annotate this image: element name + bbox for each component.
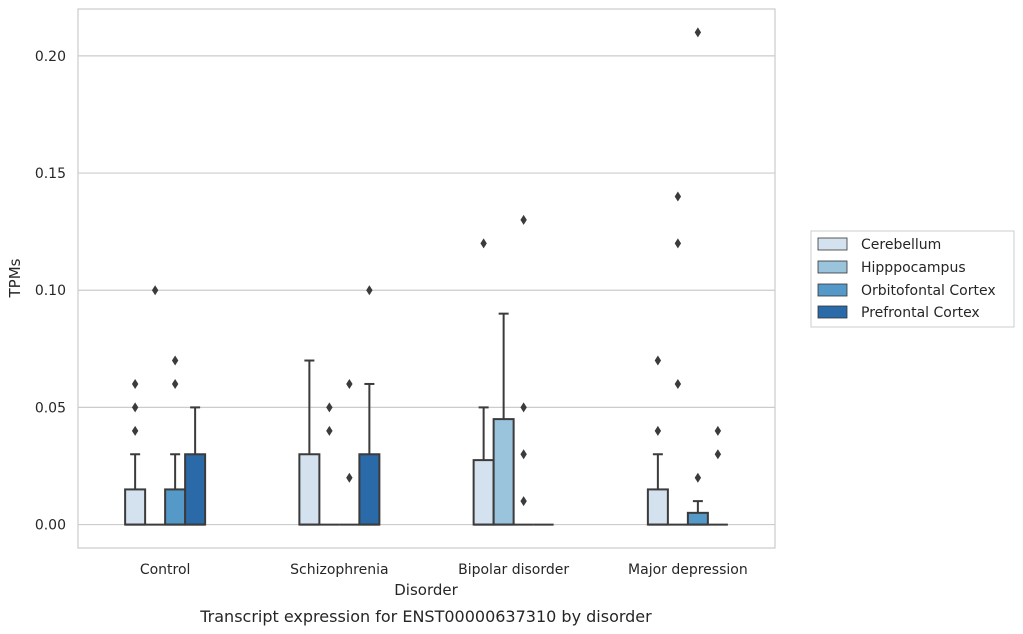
outlier-point [131,425,139,436]
outlier-point [674,378,682,389]
box-group [667,191,688,526]
x-tick-label: Bipolar disorder [458,562,569,578]
outlier-point [131,378,139,389]
boxes-layer [124,27,728,526]
box-group [164,355,187,526]
legend: Cerebellum Hipppocampus Orbitofontal Cor… [810,230,1015,328]
x-axis: Control Schizophrenia Bipolar disorder Majo… [140,562,748,578]
box-rect [164,488,187,526]
outlier-point [674,191,682,202]
box-group [298,359,321,526]
y-tick-label: 0.10 [35,283,66,299]
outlier-point [480,238,487,249]
legend-label-cerebellum: Cerebellum [861,237,941,253]
outlier-point [694,27,702,38]
x-axis-title: Disorder [394,581,458,599]
box-group [513,214,534,526]
outlier-point [654,355,662,366]
outlier-point [654,425,662,436]
x-tick-label: Control [140,562,191,578]
outlier-point [171,355,179,366]
box-group [184,406,207,526]
box-rect [184,453,207,526]
plot-area-frame [77,8,776,549]
y-tick-label: 0.00 [35,518,66,534]
outlier-point [171,378,179,389]
box-group [472,238,495,526]
chart-caption: Transcript expression for ENST0000063731… [199,607,652,626]
legend-label-prefrontal-cortex: Prefrontal Cortex [861,305,980,321]
x-tick-label: Schizophrenia [290,562,388,578]
box-rect [492,418,515,526]
legend-swatch-prefrontal-cortex [817,305,848,319]
box-group [707,425,728,526]
outlier-point [151,285,159,296]
outlier-point [326,425,333,436]
box-rect [646,488,669,526]
box-group [646,355,669,526]
legend-label-orbitofrontal-cortex: Orbitofontal Cortex [861,283,996,299]
outlier-point [346,472,353,483]
box-rect [472,459,495,526]
box-rect [358,453,381,526]
outlier-point [714,449,722,460]
outlier-point [520,449,527,460]
box-group [145,285,166,526]
box-group [124,378,147,526]
outlier-point [131,402,139,413]
box-group [319,402,340,526]
y-tick-label: 0.15 [35,166,66,182]
outlier-point [520,496,527,507]
box-group [492,312,515,526]
box-rect [686,511,709,526]
outlier-point [520,402,527,413]
y-axis: 0.00 0.05 0.10 0.15 0.20 [35,49,66,534]
box-rect [124,488,147,526]
outlier-point [694,472,702,483]
box-group [339,378,360,526]
x-tick-label: Major depression [628,562,748,578]
outlier-point [326,402,333,413]
outlier-point [366,285,373,296]
outlier-point [674,238,682,249]
legend-label-hippocampus: Hipppocampus [861,260,966,276]
box-rect [298,453,321,526]
legend-swatch-cerebellum [817,237,848,251]
outlier-point [714,425,722,436]
y-axis-title: TPMs [6,258,24,298]
outlier-point [520,214,527,225]
legend-swatch-hippocampus [817,260,848,274]
box-group [358,285,381,526]
legend-swatch-orbitofrontal-cortex [817,283,848,297]
outlier-point [346,378,353,389]
box-group [686,27,709,526]
y-tick-label: 0.05 [35,400,66,416]
y-tick-label: 0.20 [35,49,66,65]
